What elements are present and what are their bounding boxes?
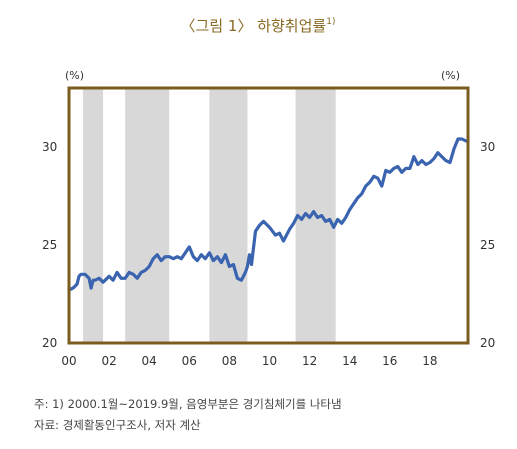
x-tick-label: 10: [262, 354, 277, 368]
y-tick-label-left: 25: [42, 238, 57, 252]
recession-band: [125, 88, 170, 343]
x-tick-label: 16: [382, 354, 397, 368]
recession-band: [83, 88, 104, 343]
chart-title: 〈그림 1〉 하향취업률1): [181, 17, 336, 35]
x-tick-label: 06: [182, 354, 197, 368]
x-tick-label: 00: [61, 354, 76, 368]
y-axis-left: 20 25 30: [42, 140, 57, 350]
footnote: 주: 1) 2000.1월~2019.9월, 음영부분은 경기침체기를 나타냄: [34, 397, 342, 411]
x-axis: 00 02 04 06 08 10 12 14 16 18: [61, 354, 437, 368]
y-tick-label-right: 25: [480, 238, 495, 252]
x-tick-label: 12: [302, 354, 317, 368]
chart-title-main: 〈그림 1〉 하향취업률: [181, 17, 327, 35]
y-tick-label-left: 20: [42, 336, 57, 350]
x-tick-label: 04: [142, 354, 157, 368]
chart-title-sup: 1): [326, 17, 335, 27]
source-note: 자료: 경제활동인구조사, 저자 계산: [34, 418, 201, 432]
series-group: [67, 137, 468, 292]
unit-label-right: (%): [441, 69, 460, 82]
y-tick-label-right: 30: [480, 140, 495, 154]
recession-band: [209, 88, 248, 343]
plot-frame: [67, 86, 470, 345]
y-tick-label-left: 30: [42, 140, 57, 154]
chart-title-text: 〈그림 1〉 하향취업률1): [181, 17, 336, 35]
x-tick-label: 14: [342, 354, 357, 368]
x-tick-label: 18: [422, 354, 437, 368]
x-tick-label: 02: [101, 354, 116, 368]
y-tick-label-right: 20: [480, 336, 495, 350]
y-axis-right: 20 25 30: [480, 140, 495, 350]
unit-label-left: (%): [65, 69, 84, 82]
series-line: [67, 137, 468, 292]
x-tick-label: 08: [222, 354, 237, 368]
